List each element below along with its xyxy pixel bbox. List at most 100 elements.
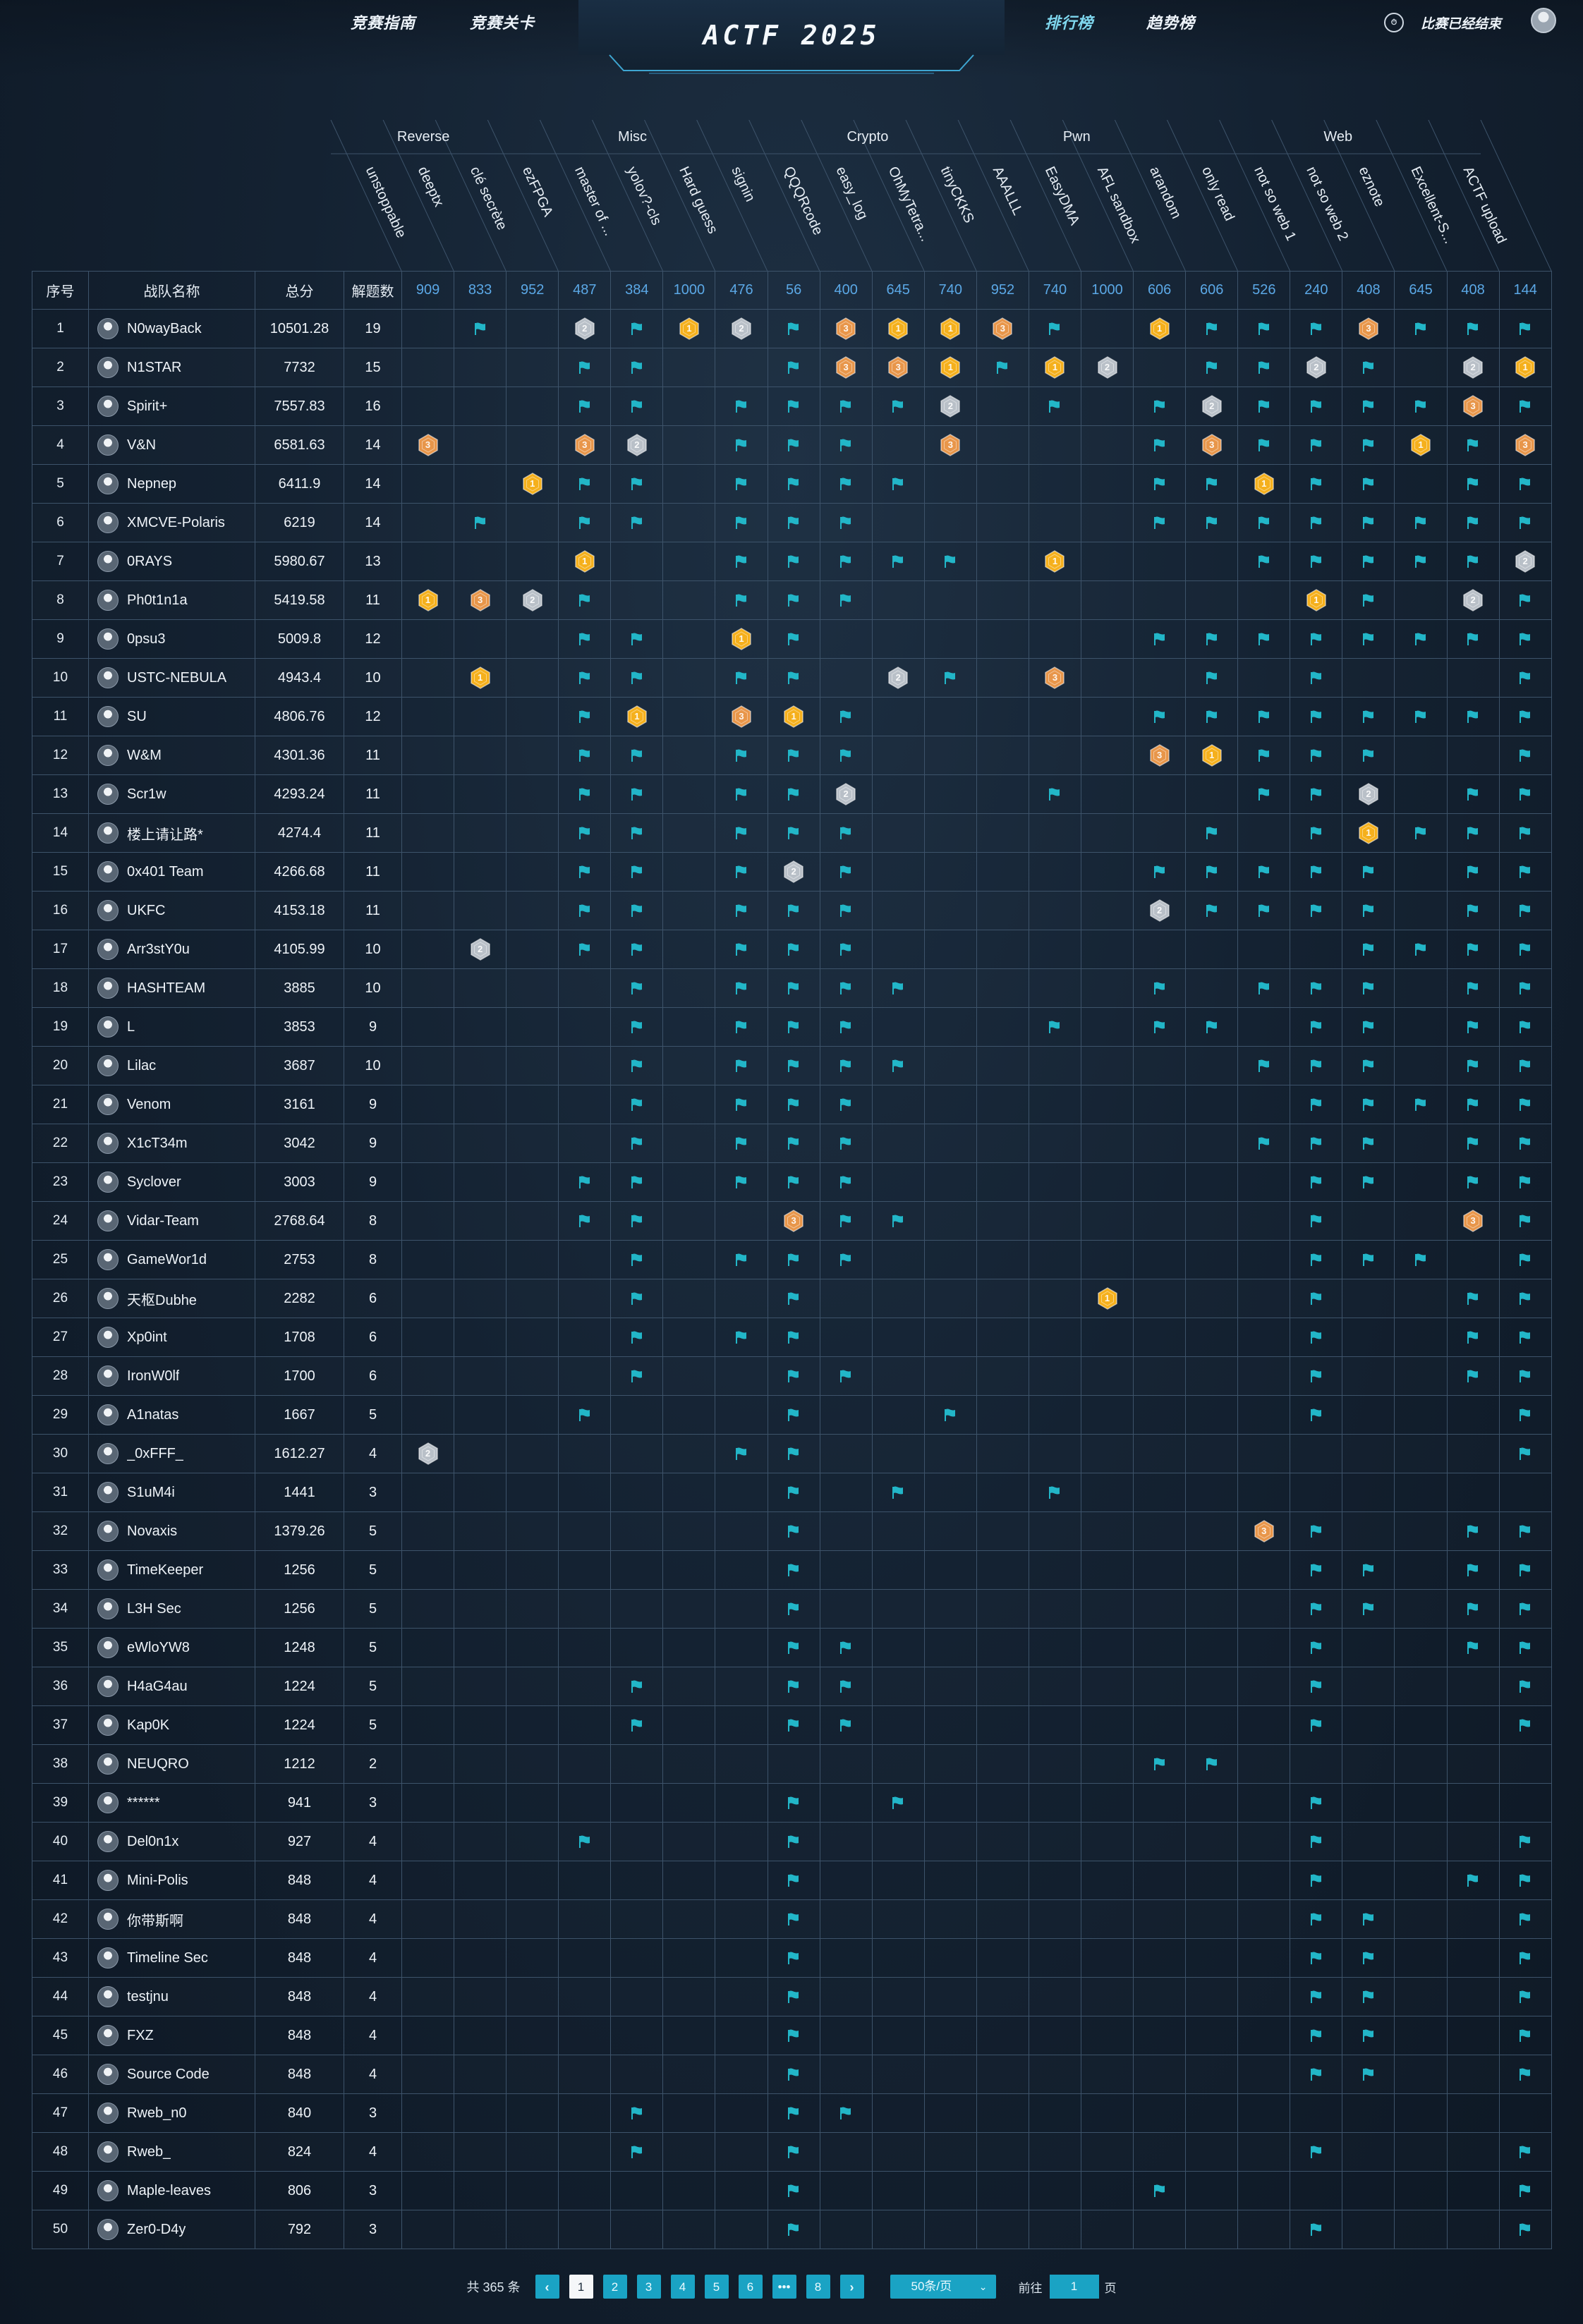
cell-team[interactable]: Vidar-Team <box>88 1201 255 1241</box>
cell-team[interactable]: Nepnep <box>88 464 255 504</box>
challenge-name[interactable]: tinyCKKS <box>938 164 977 226</box>
cell-team[interactable]: 楼上请让路* <box>88 813 255 853</box>
cell-team[interactable]: A1natas <box>88 1395 255 1435</box>
cell-team[interactable]: Venom <box>88 1085 255 1124</box>
cell-team[interactable]: Xp0int <box>88 1318 255 1357</box>
cell-solve <box>1342 1861 1395 1900</box>
challenge-name[interactable]: QQQRcode <box>780 164 825 238</box>
cell-score: 1248 <box>255 1628 344 1667</box>
challenge-name[interactable]: OhMyTetra... <box>885 164 933 244</box>
nav-link-guide[interactable]: 竞赛指南 <box>351 15 416 32</box>
cell-team[interactable]: XMCVE-Polaris <box>88 503 255 542</box>
nav-link-levels[interactable]: 竞赛关卡 <box>470 15 535 32</box>
cell-team[interactable]: testjnu <box>88 1977 255 2016</box>
cell-solve <box>871 1473 925 1512</box>
challenge-name[interactable]: ACTF upload <box>1460 164 1510 246</box>
cell-team[interactable]: V&N <box>88 425 255 465</box>
cell-team[interactable]: USTC-NEBULA <box>88 658 255 698</box>
cell-team[interactable]: GameWor1d <box>88 1240 255 1279</box>
chevron-right-icon[interactable]: › <box>839 2275 864 2299</box>
page-button[interactable]: 3 <box>636 2275 661 2299</box>
cell-team[interactable]: Mini-Polis <box>88 1861 255 1900</box>
page-size-select[interactable]: 50条/页 ⌄ <box>890 2275 996 2299</box>
cell-team[interactable]: Zer0-D4y <box>88 2210 255 2249</box>
cell-team[interactable]: H4aG4au <box>88 1667 255 1706</box>
challenge-name[interactable]: AAALLL <box>990 164 1026 218</box>
page-button[interactable]: 1 <box>569 2275 593 2299</box>
cell-team[interactable]: Rweb_ <box>88 2132 255 2172</box>
cell-team[interactable]: N1STAR <box>88 348 255 387</box>
cell-team[interactable]: SU <box>88 697 255 736</box>
cell-team[interactable]: Maple-leaves <box>88 2171 255 2210</box>
cell-solve <box>1028 1356 1082 1396</box>
cell-team[interactable]: Del0n1x <box>88 1822 255 1861</box>
cell-team[interactable]: _0xFFF_ <box>88 1434 255 1473</box>
page-button[interactable]: 5 <box>704 2275 729 2299</box>
challenge-name[interactable]: yolov?-cls <box>624 164 665 228</box>
cell-solve <box>923 968 977 1008</box>
user-avatar[interactable] <box>1531 8 1556 33</box>
cell-team[interactable]: Novaxis <box>88 1511 255 1551</box>
cell-team[interactable]: TimeKeeper <box>88 1550 255 1590</box>
challenge-name[interactable]: only read <box>1199 164 1237 224</box>
cell-team[interactable]: L3H Sec <box>88 1589 255 1629</box>
cell-team[interactable]: Rweb_n0 <box>88 2093 255 2133</box>
cell-solve <box>1498 1046 1552 1085</box>
cell-solve <box>401 1550 455 1590</box>
cell-solve <box>1237 1899 1291 1939</box>
cell-solve <box>1446 2210 1500 2249</box>
challenge-name[interactable]: clé secrète <box>467 164 510 233</box>
cell-team[interactable]: Syclover <box>88 1162 255 1202</box>
page-button[interactable]: 8 <box>806 2275 830 2299</box>
cell-team[interactable]: Timeline Sec <box>88 1938 255 1978</box>
cell-team[interactable]: 天枢Dubhe <box>88 1279 255 1318</box>
cell-team[interactable]: ****** <box>88 1783 255 1823</box>
challenge-name[interactable]: ezFPGA <box>519 164 556 219</box>
challenge-name[interactable]: easy_log <box>833 164 871 222</box>
cell-team[interactable]: S1uM4i <box>88 1473 255 1512</box>
challenge-name[interactable]: AFL sandbox <box>1094 164 1144 245</box>
challenge-name[interactable]: signin <box>728 164 758 205</box>
cell-team[interactable]: Arr3stY0u <box>88 930 255 969</box>
cell-team[interactable]: 0x401 Team <box>88 852 255 892</box>
cell-team[interactable]: 0RAYS <box>88 542 255 581</box>
page-button[interactable]: 2 <box>602 2275 627 2299</box>
challenge-name[interactable]: Excellent-S... <box>1408 164 1457 246</box>
cell-team[interactable]: IronW0lf <box>88 1356 255 1396</box>
cell-team[interactable]: Kap0K <box>88 1705 255 1745</box>
cell-team[interactable]: Ph0t1n1a <box>88 580 255 620</box>
cell-team[interactable]: L <box>88 1007 255 1047</box>
cell-solve <box>923 736 977 775</box>
cell-team[interactable]: W&M <box>88 736 255 775</box>
challenge-name[interactable]: not so web 2 <box>1303 164 1351 243</box>
cell-team[interactable]: UKFC <box>88 891 255 930</box>
flag-icon <box>1205 360 1219 375</box>
cell-team[interactable]: HASHTEAM <box>88 968 255 1008</box>
cell-team[interactable]: Spirit+ <box>88 387 255 426</box>
cell-team[interactable]: NEUQRO <box>88 1744 255 1784</box>
cell-solve <box>610 1705 664 1745</box>
challenge-name[interactable]: Hard guess <box>676 164 720 236</box>
goto-page-input[interactable] <box>1049 2275 1099 2299</box>
cell-team[interactable]: eWloYW8 <box>88 1628 255 1667</box>
cell-team[interactable]: Source Code <box>88 2055 255 2094</box>
challenge-name[interactable]: arandom <box>1146 164 1184 221</box>
challenge-name[interactable]: EasyDMA <box>1042 164 1083 228</box>
nav-link-leaderboard[interactable]: 排行榜 <box>1045 15 1094 32</box>
page-ellipsis-button[interactable]: ••• <box>772 2275 796 2299</box>
nav-link-trend[interactable]: 趋势榜 <box>1146 15 1196 32</box>
cell-team[interactable]: N0wayBack <box>88 309 255 348</box>
cell-team[interactable]: Lilac <box>88 1046 255 1085</box>
cell-solve <box>454 774 507 814</box>
page-button[interactable]: 6 <box>738 2275 763 2299</box>
challenge-name[interactable]: not so web 1 <box>1251 164 1299 243</box>
cell-team[interactable]: 你带斯啊 <box>88 1899 255 1939</box>
challenge-name[interactable]: deeptx <box>415 164 447 209</box>
cell-team[interactable]: Scr1w <box>88 774 255 814</box>
cell-team[interactable]: X1cT34m <box>88 1124 255 1163</box>
page-button[interactable]: 4 <box>670 2275 695 2299</box>
challenge-name[interactable]: eznote <box>1355 164 1387 209</box>
cell-team[interactable]: FXZ <box>88 2016 255 2055</box>
cell-team[interactable]: 0psu3 <box>88 619 255 659</box>
chevron-left-icon[interactable]: ‹ <box>535 2275 559 2299</box>
